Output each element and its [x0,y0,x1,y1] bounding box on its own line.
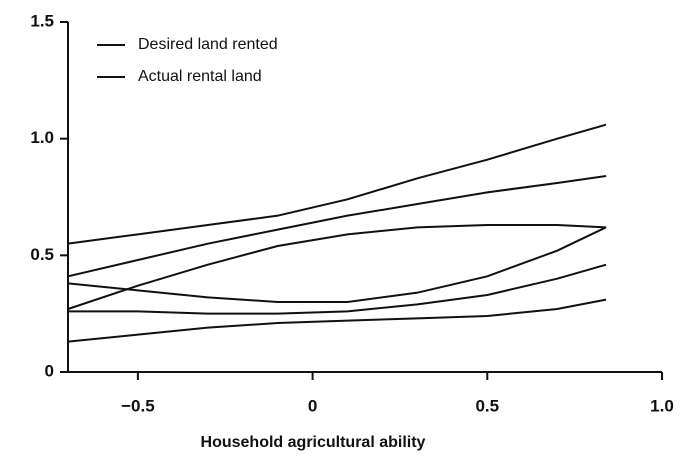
y-tick-label: 0 [45,361,54,380]
x-axis-label: Household agricultural ability [201,434,426,451]
confidence-band [67,123,607,245]
x-tick-label: 0 [308,396,317,415]
y-tick-label: 0.5 [30,245,54,264]
x-tick-label: −0.5 [121,396,155,415]
confidence-band [67,226,607,303]
y-tick-label: 1.5 [30,11,54,30]
y-tick-label: 1.0 [30,128,54,147]
series-line [67,175,607,278]
confidence-band [67,224,607,310]
series-line [68,263,607,315]
confidence-band [67,298,607,343]
x-tick-label: 1.0 [650,396,674,415]
legend-label: Desired land rented [138,36,278,53]
x-tick-label: 0.5 [475,396,499,415]
legend-label: Actual rental land [138,68,262,85]
